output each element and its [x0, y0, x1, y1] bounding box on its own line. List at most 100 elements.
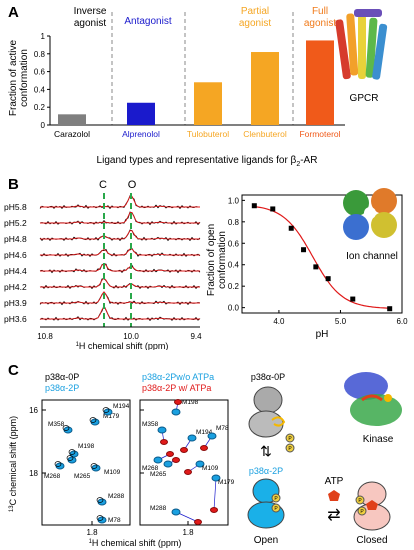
- ph-label: pH4.2: [4, 282, 27, 292]
- nmr-fit-trace: [40, 277, 200, 288]
- hsqc-peak-0p: [62, 425, 70, 431]
- hsqc-y-label: 13C chemical shift (ppm): [8, 416, 18, 512]
- bar-y-tick-label: 1: [41, 32, 46, 41]
- legend-2p-without-atp: p38α-2Pw/o ATPa: [142, 372, 214, 382]
- nmr-tick-10-0: 10.0: [123, 332, 139, 341]
- hsqc-peak-0p: [90, 463, 98, 469]
- ligand-type-full-agonist: Full agonist: [304, 6, 336, 29]
- ligand-type-line: Inverse: [74, 6, 107, 17]
- residue-label: M198: [182, 399, 199, 406]
- nmr-fit-trace: [40, 248, 200, 256]
- nmr-fit-trace: [40, 230, 200, 240]
- residue-label: M268: [142, 465, 159, 472]
- scheme-top-label: p38α-0P: [251, 372, 285, 382]
- legend-0p: p38α-0P: [45, 372, 79, 382]
- svg-text:P: P: [274, 506, 278, 512]
- bar: [251, 52, 279, 125]
- open-label: Open: [254, 535, 278, 546]
- closed-label: Closed: [356, 535, 387, 546]
- svg-text:P: P: [288, 446, 292, 452]
- hsqc-peak-atp: [166, 451, 174, 457]
- nmr-x-label: 1H chemical shift (ppm): [76, 341, 169, 350]
- svg-text:P: P: [274, 496, 278, 502]
- gpcr-structure-image: [335, 9, 388, 80]
- bar-chart-area: 0 0.2 0.4 0.6 0.8 1 Carazolol Alprenolol Tulobut…: [34, 32, 345, 139]
- nmr-fit-trace: [40, 291, 200, 304]
- binding-equilibrium-arrows: ⇄: [327, 507, 340, 524]
- hsqc-peak-atp: [184, 469, 192, 475]
- bar-category-label: Carazolol: [54, 129, 90, 139]
- residue-label: M288: [150, 505, 167, 512]
- ligand-type-partial-agonist: Partial agonist: [239, 6, 271, 29]
- nmr-spectrum-trace: [39, 304, 201, 322]
- bar-category-label: Clenbuterol: [243, 129, 287, 139]
- residue-label: M288: [108, 493, 125, 500]
- residue-label: M179: [103, 413, 120, 420]
- hsqc-peak-atp: [210, 507, 218, 513]
- ph-y-tick-label: 0.0: [228, 304, 240, 313]
- ph-data-point: [288, 225, 294, 231]
- hsqc-peak-atp: [180, 447, 188, 453]
- bar-y-tick-label: 0.8: [34, 50, 46, 59]
- hsqc-peak: [211, 474, 221, 482]
- residue-label: M109: [202, 465, 219, 472]
- hsqc-peak-0p: [68, 449, 76, 455]
- ph-plot-frame: [241, 194, 403, 314]
- hsqc-ytick-16: 16: [29, 406, 38, 415]
- ph-label: pH5.8: [4, 202, 27, 212]
- hsqc-peak: [171, 408, 181, 416]
- peak-label-open: O: [128, 179, 137, 191]
- atp-icon: [328, 490, 340, 501]
- kinase-scheme: p38α-0P P P ⇅ p38α-2P P P Open ATP ⇄ P P…: [247, 372, 391, 546]
- peak-label-closed: C: [99, 179, 107, 191]
- ph-x-tick-label: 4.0: [273, 317, 285, 326]
- hsqc-left-frame: [41, 399, 131, 526]
- ph-data-point: [325, 276, 331, 282]
- bar: [306, 40, 334, 126]
- panel-c-letter: C: [8, 362, 19, 379]
- residue-label: M194: [113, 403, 130, 410]
- residue-label: M358: [48, 421, 65, 428]
- nmr-fit-trace: [40, 306, 200, 320]
- hsqc-left-xtick: 1.8: [86, 528, 98, 537]
- ph-titration-plot: 0.0 0.2 0.4 0.6 0.8 1.0 4.0 5.0 6.0 pH: [228, 194, 408, 340]
- hsqc-ytick-18: 18: [29, 469, 38, 478]
- hsqc-peak: [207, 432, 217, 440]
- ph-data-point: [301, 247, 307, 253]
- ph-data-point: [251, 203, 257, 209]
- kinase-structure-image: [344, 372, 402, 426]
- hsqc-x-label: 1H chemical shift (ppm): [89, 538, 182, 548]
- kinase-label: Kinase: [363, 434, 394, 445]
- ph-label: pH3.6: [4, 314, 27, 324]
- panel-b-letter: B: [8, 176, 19, 193]
- hsqc-peak-0p: [66, 455, 74, 461]
- ligand-type-antagonist: Antagonist: [124, 16, 171, 27]
- nmr-fit-trace: [40, 195, 200, 208]
- ph-y-tick-label: 1.0: [228, 196, 240, 205]
- ph-fit-curve: [254, 205, 391, 309]
- hsqc-peak-atp: [200, 445, 208, 451]
- ph-label: pH3.9: [4, 298, 27, 308]
- bar: [194, 82, 222, 125]
- ion-channel-label: Ion channel: [346, 251, 398, 262]
- panel-a-chart: Inverse agonist Antagonist Partial agonist…: [8, 6, 388, 168]
- bar-x-label: Ligand types and representative ligands …: [97, 155, 318, 168]
- bar-y-tick-label: 0.4: [34, 85, 46, 94]
- bar-y-tick-label: 0.2: [34, 103, 46, 112]
- panel-c: p38α-0P p38α-2P p38α-2Pw/o ATPa p38α-2P …: [8, 372, 402, 548]
- nmr-fit-trace: [40, 212, 200, 224]
- ph-label: pH4.4: [4, 266, 27, 276]
- hsqc-peak-atp: [172, 457, 180, 463]
- nmr-spectra: pH5.8 pH5.2 pH4.8 pH4.6 pH4.4 pH4.2 pH3.9 pH3.6: [4, 195, 201, 324]
- hsqc-peak-0p: [96, 497, 104, 503]
- nmr-tick-10-8: 10.8: [37, 332, 53, 341]
- hsqc-peak-atp: [194, 519, 202, 525]
- bar-category-label: Tulobuterol: [187, 129, 229, 139]
- kinase-0p-lower-lobe: [248, 410, 284, 438]
- panel-a-letter: A: [8, 4, 19, 21]
- ph-y-tick-label: 0.8: [228, 218, 240, 227]
- hsqc-left-peaks: M358 M179 M194 M198 M268 M265 M109 M288 M78: [44, 403, 130, 524]
- hsqc-peak: [163, 460, 173, 468]
- residue-label: M78: [108, 517, 121, 524]
